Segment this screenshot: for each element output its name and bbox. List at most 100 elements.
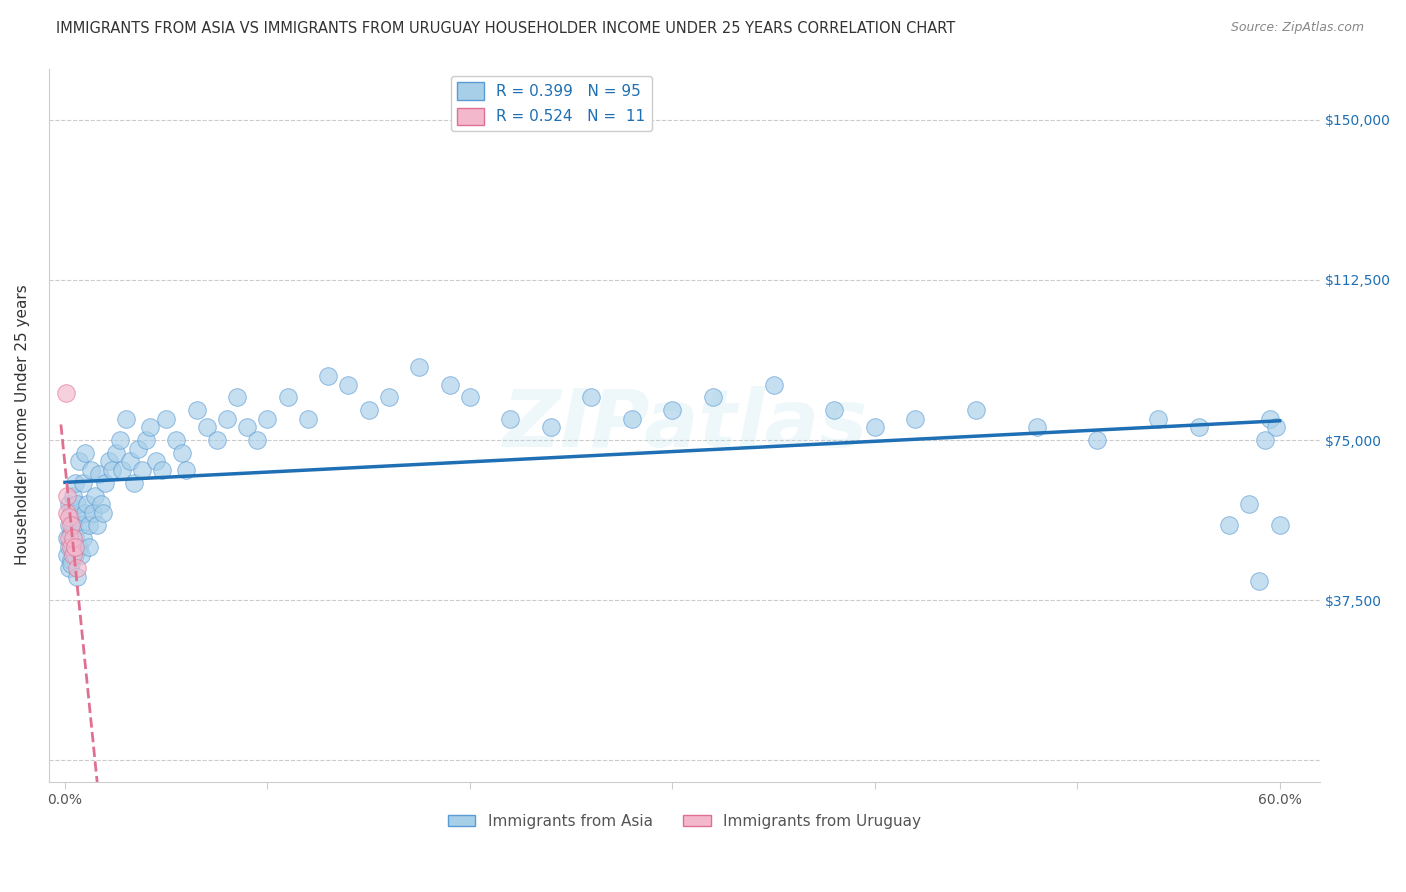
Point [1087,433,1109,447]
Point [72,531,94,545]
Point [408,360,430,375]
Point [172,446,194,460]
Point [60,518,83,533]
Point [75,446,97,460]
Text: ZIPatlas: ZIPatlas [502,386,868,464]
Point [66,497,89,511]
Point [1254,433,1277,447]
Point [75,506,97,520]
Point [62,540,84,554]
Point [60,540,83,554]
Point [863,420,886,434]
Point [1258,411,1281,425]
Point [965,403,987,417]
Point [62,549,84,563]
Point [150,463,173,477]
Point [1239,497,1261,511]
Point [62,489,84,503]
Point [67,454,90,468]
Point [63,531,86,545]
Point [104,446,127,460]
Point [661,403,683,417]
Point [316,369,339,384]
Point [277,390,299,404]
Point [77,518,100,533]
Point [66,561,89,575]
Point [378,390,401,404]
Point [70,549,93,563]
Point [540,420,562,434]
Text: Source: ZipAtlas.com: Source: ZipAtlas.com [1230,21,1364,34]
Point [58,540,80,554]
Point [55,386,77,401]
Point [56,549,79,563]
Point [62,518,84,533]
Point [66,509,89,524]
Point [58,497,80,511]
Point [155,411,177,425]
Point [60,506,83,520]
Point [77,540,100,554]
Point [1249,574,1271,588]
Point [256,411,278,425]
Point [1147,411,1170,425]
Point [226,390,249,404]
Y-axis label: Householder Income Under 25 years: Householder Income Under 25 years [15,285,30,566]
Point [114,411,136,425]
Point [205,433,228,447]
Point [165,433,187,447]
Point [82,506,104,520]
Point [904,411,927,425]
Point [111,463,134,477]
Point [581,390,603,404]
Point [66,570,89,584]
Point [63,540,86,554]
Point [90,497,112,511]
Point [63,475,86,490]
Point [84,489,107,503]
Point [56,531,79,545]
Point [823,403,845,417]
Point [118,454,141,468]
Point [176,463,198,477]
Point [195,420,218,434]
Point [100,463,122,477]
Point [60,552,83,566]
Point [70,518,93,533]
Point [236,420,259,434]
Point [94,475,117,490]
Point [297,411,319,425]
Point [246,433,269,447]
Point [1268,518,1291,533]
Point [80,463,103,477]
Point [1264,420,1286,434]
Point [72,475,94,490]
Point [89,467,111,482]
Point [499,411,522,425]
Point [131,463,153,477]
Point [56,506,79,520]
Point [76,497,98,511]
Point [58,518,80,533]
Point [56,489,79,503]
Point [60,527,83,541]
Point [67,540,90,554]
Point [93,506,115,520]
Point [98,454,121,468]
Point [458,390,481,404]
Point [215,411,238,425]
Point [135,433,157,447]
Point [620,411,643,425]
Point [337,377,360,392]
Point [1025,420,1047,434]
Point [58,509,80,524]
Point [62,531,84,545]
Point [139,420,162,434]
Point [186,403,208,417]
Point [357,403,380,417]
Point [127,442,149,456]
Point [108,433,131,447]
Point [762,377,785,392]
Point [86,518,108,533]
Point [63,549,86,563]
